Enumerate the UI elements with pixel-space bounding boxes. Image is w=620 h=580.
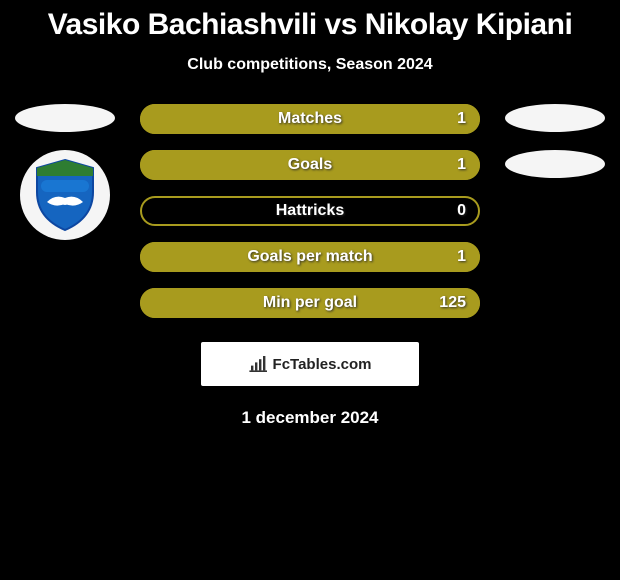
player-photo-placeholder — [15, 104, 115, 132]
stat-row: Min per goal125 — [140, 288, 480, 318]
page-title: Vasiko Bachiashvili vs Nikolay Kipiani — [0, 0, 620, 42]
stat-value: 0 — [457, 196, 466, 226]
stat-value: 1 — [457, 104, 466, 134]
stat-bars: Matches1Goals1Hattricks0Goals per match1… — [140, 104, 480, 318]
player-photo-placeholder — [505, 104, 605, 132]
date-label: 1 december 2024 — [0, 408, 620, 428]
stat-row: Hattricks0 — [140, 196, 480, 226]
stat-value: 1 — [457, 242, 466, 272]
stat-label: Min per goal — [140, 288, 480, 318]
shield-icon — [31, 158, 99, 232]
stat-value: 125 — [439, 288, 466, 318]
stat-row: Goals per match1 — [140, 242, 480, 272]
player-photo-placeholder — [505, 150, 605, 178]
stat-label: Goals per match — [140, 242, 480, 272]
stat-label: Matches — [140, 104, 480, 134]
left-player-column — [10, 104, 120, 240]
page-subtitle: Club competitions, Season 2024 — [0, 56, 620, 74]
attribution-badge: FcTables.com — [201, 342, 419, 386]
stat-row: Goals1 — [140, 150, 480, 180]
stat-value: 1 — [457, 150, 466, 180]
stat-label: Goals — [140, 150, 480, 180]
right-player-column — [500, 104, 610, 196]
attribution-text: FcTables.com — [273, 356, 372, 373]
club-badge — [20, 150, 110, 240]
stat-label: Hattricks — [140, 196, 480, 226]
chart-icon — [249, 356, 269, 372]
comparison-panel: Matches1Goals1Hattricks0Goals per match1… — [0, 104, 620, 428]
stat-row: Matches1 — [140, 104, 480, 134]
